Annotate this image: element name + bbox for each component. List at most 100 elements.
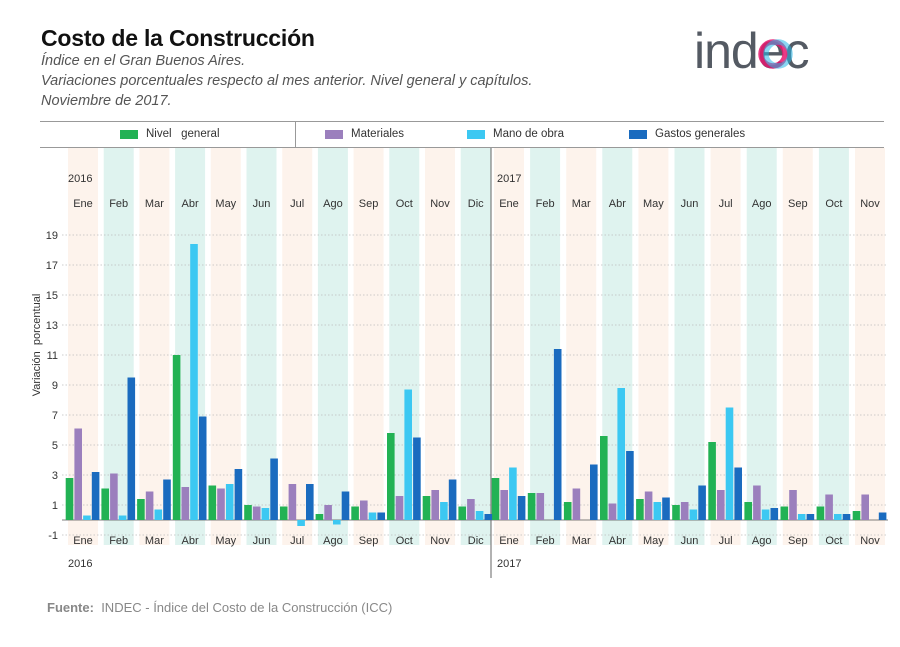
bar-materiales — [431, 490, 439, 520]
x-tick-label-top: Nov — [430, 198, 450, 210]
x-tick-label-top: Feb — [109, 198, 128, 210]
bar-gastos — [306, 484, 314, 520]
x-tick-label: Oct — [396, 535, 413, 547]
bar-nivel — [527, 493, 536, 520]
month-band — [855, 148, 885, 545]
bar-nivel — [458, 506, 466, 520]
x-tick-label-top: Jul — [290, 198, 304, 210]
bar-gastos — [448, 479, 457, 520]
bar-materiales — [395, 496, 404, 520]
y-tick-label: 9 — [52, 380, 58, 392]
bar-gastos — [806, 514, 815, 520]
bar-gastos — [413, 437, 421, 520]
bar-nivel — [491, 478, 500, 520]
bar-gastos — [91, 472, 100, 520]
bar-nivel — [244, 505, 252, 520]
bar-gastos — [484, 514, 493, 520]
x-tick-label-top: Sep — [788, 198, 808, 210]
bar-materiales — [753, 485, 761, 520]
year-label: 2016 — [68, 173, 92, 185]
bar-gastos — [553, 349, 562, 520]
month-band — [460, 148, 491, 545]
month-band — [674, 148, 705, 545]
bar-mano — [440, 502, 448, 520]
subtitle-line-1: Índice en el Gran Buenos Aires. — [41, 53, 246, 69]
y-axis-label: Variación porcentual — [31, 294, 43, 397]
legend-item-nivel: Nivel general — [120, 128, 220, 140]
x-tick-label-top: Ene — [73, 198, 93, 210]
bar-materiales — [288, 484, 297, 520]
bar-nivel — [387, 433, 395, 520]
x-tick-label-top: Nov — [860, 198, 880, 210]
month-band — [638, 148, 669, 545]
bar-nivel — [208, 485, 217, 520]
bar-materiales — [789, 490, 797, 520]
x-tick-label: Mar — [145, 535, 164, 547]
bar-nivel — [672, 505, 680, 520]
x-tick-label-top: Ago — [752, 198, 772, 210]
bar-materiales — [217, 488, 225, 520]
source-note: Fuente: INDEC - Índice del Costo de la C… — [47, 600, 392, 615]
source-label: Fuente: — [47, 600, 94, 615]
bar-mano — [333, 520, 341, 525]
x-tick-label: Nov — [860, 535, 880, 547]
x-tick-label-top: Feb — [536, 198, 555, 210]
bar-nivel — [172, 355, 181, 520]
bar-gastos — [590, 464, 598, 520]
subtitle-line-3: Noviembre de 2017. — [41, 93, 172, 109]
bar-mano — [475, 511, 484, 520]
bar-materiales — [608, 503, 617, 520]
month-band — [317, 148, 348, 545]
bar-nivel — [636, 499, 644, 520]
bar-gastos — [127, 377, 136, 520]
x-tick-label: Ago — [323, 535, 343, 547]
bar-mano — [154, 509, 163, 520]
bar-mano — [509, 467, 517, 520]
bar-mano — [118, 515, 127, 520]
legend-label-gastos: Gastos generales — [655, 128, 746, 140]
bar-gastos — [626, 451, 634, 520]
page-title: Costo de la Construcción — [41, 25, 315, 51]
bar-mano — [83, 515, 91, 520]
x-tick-label-top: May — [215, 198, 236, 210]
source-text: INDEC - Índice del Costo de la Construcc… — [101, 600, 393, 615]
logo-accent-cyan — [763, 39, 793, 69]
x-tick-label-top: Jul — [719, 198, 733, 210]
bar-gastos — [377, 512, 385, 520]
x-tick-label-top: Abr — [609, 198, 626, 210]
x-tick-label: May — [215, 535, 236, 547]
month-band — [746, 148, 777, 545]
x-tick-label: Jun — [681, 535, 699, 547]
x-tick-label: Jul — [719, 535, 733, 547]
bar-materiales — [252, 506, 261, 520]
y-tick-label: 1 — [52, 500, 58, 512]
bar-materiales — [324, 505, 332, 520]
x-tick-label: Ene — [73, 535, 93, 547]
bar-nivel — [780, 506, 789, 520]
bar-mano — [761, 509, 770, 520]
bar-materiales — [110, 473, 118, 520]
y-tick-label: 17 — [46, 260, 58, 272]
bar-gastos — [198, 416, 207, 520]
x-tick-label-top: Jun — [681, 198, 699, 210]
bar-gastos — [842, 514, 851, 520]
x-tick-label-top: Oct — [825, 198, 842, 210]
x-tick-label-top: Jun — [253, 198, 271, 210]
x-tick-label: Jul — [290, 535, 304, 547]
year-label: 2016 — [68, 558, 92, 570]
bar-materiales — [360, 500, 368, 520]
bar-gastos — [517, 496, 526, 520]
bar-mano — [190, 244, 198, 520]
bar-mano — [368, 512, 377, 520]
month-band — [818, 148, 849, 545]
bar-nivel — [852, 511, 861, 520]
bar-mano — [297, 520, 305, 526]
bar-mano — [653, 502, 662, 520]
y-tick-label: 13 — [46, 320, 58, 332]
legend-divider — [295, 122, 296, 147]
bar-gastos — [662, 497, 670, 520]
x-tick-label: Feb — [536, 535, 555, 547]
legend-swatch-nivel — [120, 129, 138, 139]
bar-materiales — [825, 494, 833, 520]
